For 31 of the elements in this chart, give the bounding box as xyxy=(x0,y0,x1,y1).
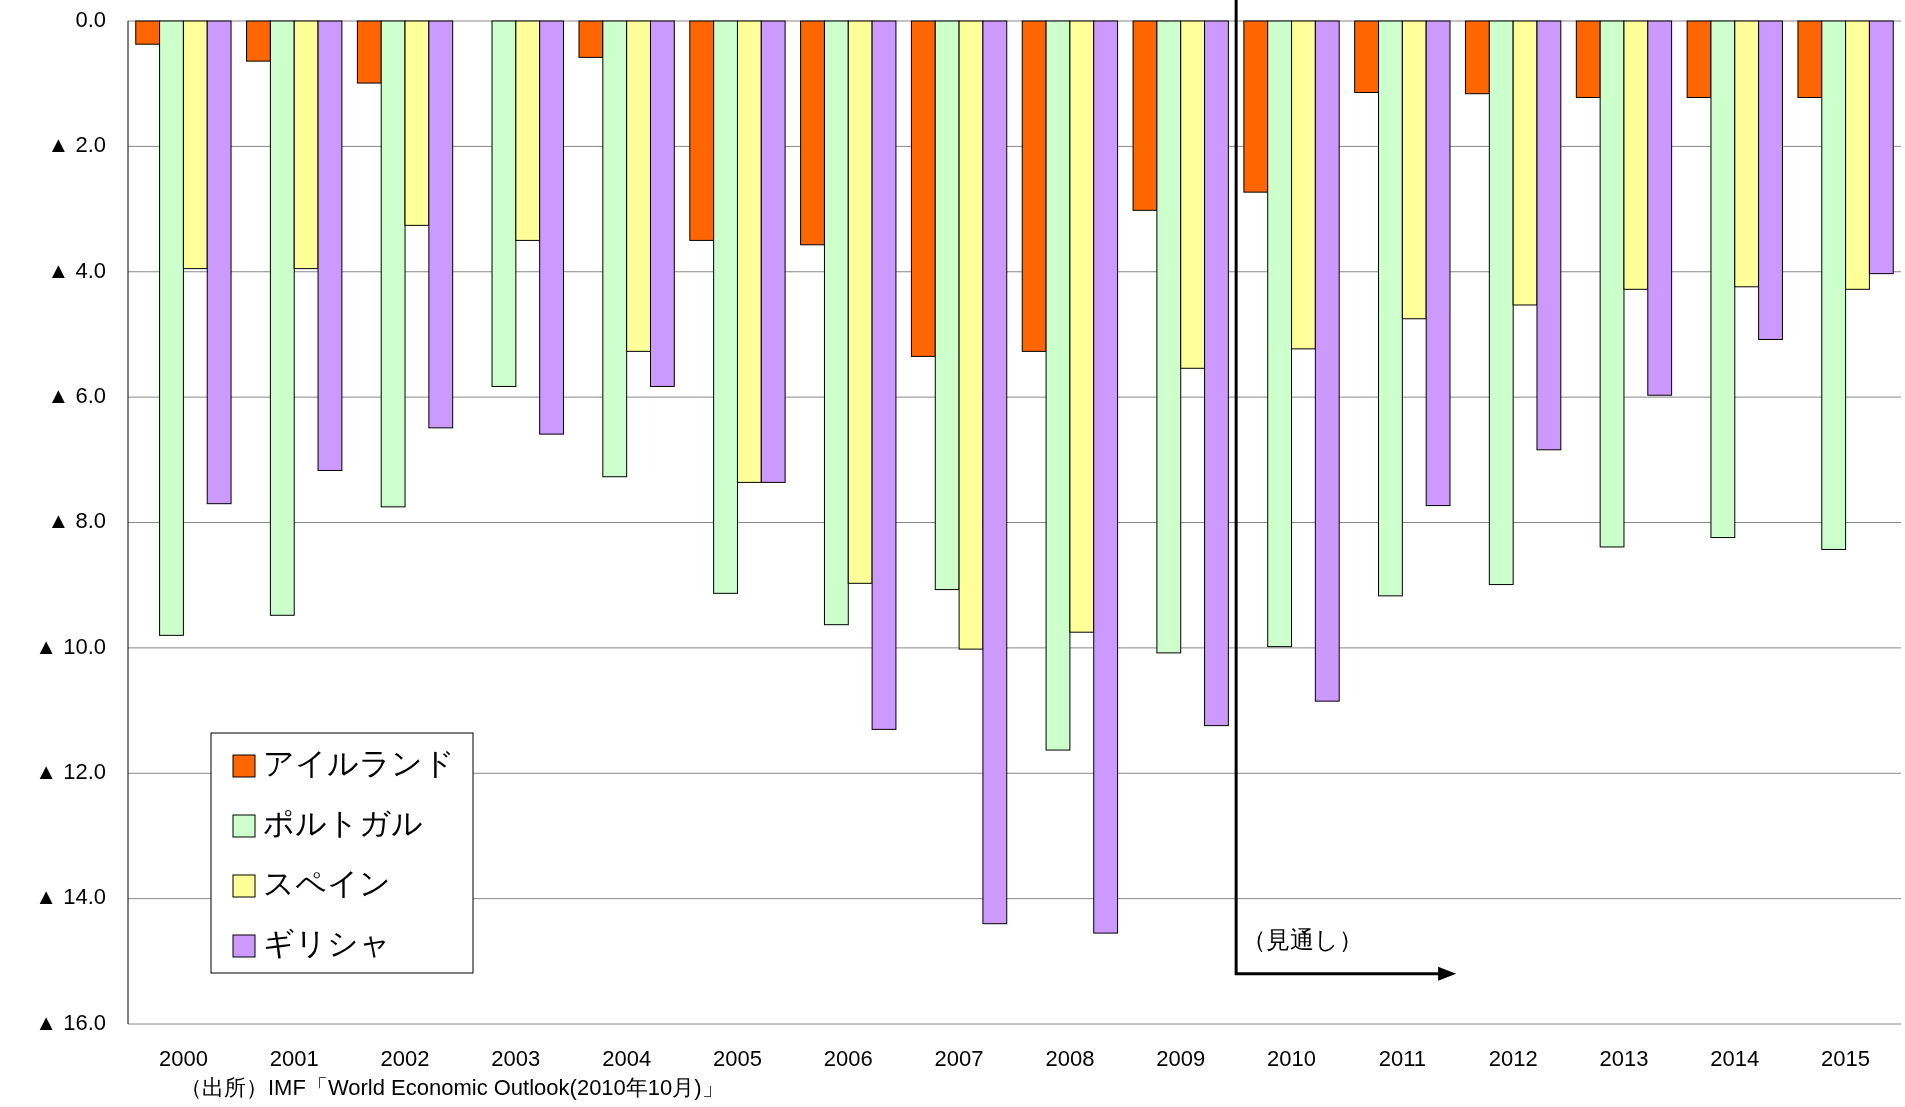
y-tick-label: ▲ 4.0 xyxy=(47,257,106,283)
x-tick-label: 2011 xyxy=(1378,1046,1426,1071)
x-tick-label: 2010 xyxy=(1267,1046,1317,1071)
y-tick-label: ▲ 12.0 xyxy=(35,759,106,785)
x-tick-label: 2015 xyxy=(1821,1046,1871,1071)
x-tick-label: 2006 xyxy=(823,1046,873,1071)
x-tick-label: 2004 xyxy=(602,1046,652,1071)
legend-label: ギリシャ xyxy=(263,926,391,962)
legend-label: スペイン xyxy=(263,866,391,902)
text: （出所）IMF「World Economic Outlook(2010年10月)」 xyxy=(180,1075,724,1100)
y-tick-label: ▲ 8.0 xyxy=(47,508,106,534)
x-tick-label: 2005 xyxy=(712,1046,762,1071)
legend-label: ポルトガル xyxy=(263,806,423,842)
x-tick-label: 2000 xyxy=(158,1046,208,1071)
x-tick-label: 2001 xyxy=(269,1046,319,1071)
x-tick-label: 2003 xyxy=(491,1046,541,1071)
y-tick-label: ▲ 14.0 xyxy=(35,884,106,910)
x-tick-label: 2007 xyxy=(934,1046,984,1071)
legend-label: アイルランド xyxy=(263,746,455,782)
annotation: （見通し） xyxy=(1242,925,1364,953)
y-tick-label: ▲ 6.0 xyxy=(47,382,106,408)
y-tick-label: ▲ 10.0 xyxy=(35,633,106,659)
x-tick-label: 2009 xyxy=(1156,1046,1206,1071)
y-tick-label: ▲ 2.0 xyxy=(47,132,106,158)
x-tick-label: 2013 xyxy=(1599,1046,1649,1071)
x-tick-label: 2002 xyxy=(380,1046,430,1071)
y-tick-label: 0.0 xyxy=(75,6,106,32)
x-tick-label: 2008 xyxy=(1045,1046,1095,1071)
x-tick-label: 2014 xyxy=(1710,1046,1760,1071)
x-tick-label: 2012 xyxy=(1488,1046,1538,1071)
y-tick-label: ▲ 16.0 xyxy=(35,1009,106,1035)
